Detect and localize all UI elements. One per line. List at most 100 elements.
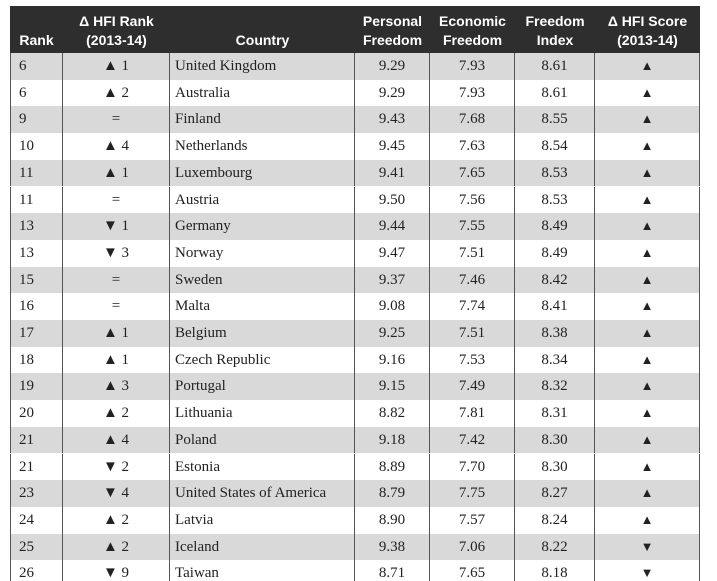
table-cell: 8.61 [515,53,595,80]
table-cell: 6 [10,79,63,107]
header-cell: Country [170,6,355,53]
header-cell: Δ HFI Score (2013-14) [595,6,700,53]
table-cell: ▼ 9 [63,560,170,581]
table-cell: 7.65 [430,560,515,581]
table-cell: Netherlands [170,133,355,160]
header-cell: Personal Freedom [355,6,430,53]
table-cell: 7.55 [430,213,515,240]
table-cell: Czech Republic [170,346,355,374]
table-cell: United Kingdom [170,53,355,80]
table-cell: 7.51 [430,320,515,347]
table-cell: 9.18 [355,426,430,454]
table-cell: 7.93 [430,79,515,107]
table-cell: Austria [170,186,355,214]
table-cell: 8.55 [515,106,595,134]
table-cell: ▲ [595,106,700,134]
table-cell: 7.70 [430,453,515,481]
table-cell: Lithuania [170,400,355,427]
table-cell: ▲ 1 [63,320,170,347]
table-cell: ▲ [595,239,700,267]
table-cell: 9.41 [355,159,430,187]
table-cell: Australia [170,79,355,107]
table-cell: ▼ [595,533,700,561]
table-cell: Norway [170,239,355,267]
table-cell: 8.22 [515,533,595,561]
table-cell: = [63,293,170,320]
table-cell: 8.30 [515,426,595,454]
table-cell: 8.49 [515,239,595,267]
table-cell: 8.27 [515,480,595,507]
table-cell: ▲ [595,266,700,294]
table-cell: 9.50 [355,186,430,214]
table-cell: ▲ [595,346,700,374]
table-cell: 7.93 [430,53,515,80]
table-cell: ▲ [595,79,700,107]
table-cell: 9.16 [355,346,430,374]
table-cell: 24 [10,506,63,534]
table-cell: Finland [170,106,355,134]
header-text: Freedom [362,32,423,48]
table-cell: 9.47 [355,239,430,267]
table-cell: 7.75 [430,480,515,507]
table-cell: 7.42 [430,426,515,454]
table-cell: 9.38 [355,533,430,561]
table-cell: 7.68 [430,106,515,134]
table-cell: Belgium [170,320,355,347]
table-cell: 9.29 [355,79,430,107]
table-cell: 8.71 [355,560,430,581]
table-cell: 8.82 [355,400,430,427]
table-cell: 7.65 [430,159,515,187]
table-cell: ▲ [595,426,700,454]
header-text: Δ HFI Score [607,13,688,29]
header-text: (2013-14) [617,32,678,48]
table-cell: 9.37 [355,266,430,294]
table-cell: 16 [10,293,63,320]
table-cell: Taiwan [170,560,355,581]
table-cell: ▼ 2 [63,453,170,481]
table-cell: 9.15 [355,373,430,401]
table-cell: 10 [10,133,63,160]
table-cell: ▲ [595,506,700,534]
table-cell: ▲ 4 [63,133,170,160]
table-cell: Sweden [170,266,355,294]
table-cell: 7.51 [430,239,515,267]
header-cell: Rank [10,6,63,53]
table-cell: 8.89 [355,453,430,481]
table-cell: 9.08 [355,293,430,320]
table-cell: 15 [10,266,63,294]
header-cell: Freedom Index [515,6,595,53]
table-cell: 8.42 [515,266,595,294]
table-cell: ▼ 1 [63,213,170,240]
table-cell: 8.41 [515,293,595,320]
table-cell: 8.53 [515,186,595,214]
table-cell: = [63,106,170,134]
table-cell: 8.38 [515,320,595,347]
table-cell: ▲ 2 [63,400,170,427]
table-cell: 7.56 [430,186,515,214]
header-text: Economic [439,13,506,29]
table-cell: ▲ [595,480,700,507]
table-cell: 8.30 [515,453,595,481]
table-cell: 7.46 [430,266,515,294]
table-cell: 7.06 [430,533,515,561]
table-cell: ▲ 1 [63,159,170,187]
table-cell: 9.25 [355,320,430,347]
table-cell: 9.43 [355,106,430,134]
table-cell: 21 [10,453,63,481]
table-cell: 8.79 [355,480,430,507]
table-cell: ▲ [595,453,700,481]
header-text: Δ HFI Rank [79,13,154,29]
header-text: Rank [19,32,54,48]
table-cell: 13 [10,239,63,267]
table-cell: 8.31 [515,400,595,427]
table-cell: 25 [10,533,63,561]
table-cell: = [63,186,170,214]
table-cell: 9.44 [355,213,430,240]
table-cell: 8.18 [515,560,595,581]
table-cell: Estonia [170,453,355,481]
table-cell: 11 [10,186,63,214]
table-cell: ▲ 4 [63,426,170,454]
table-cell: ▲ [595,133,700,160]
table-cell: Luxembourg [170,159,355,187]
table-cell: = [63,266,170,294]
